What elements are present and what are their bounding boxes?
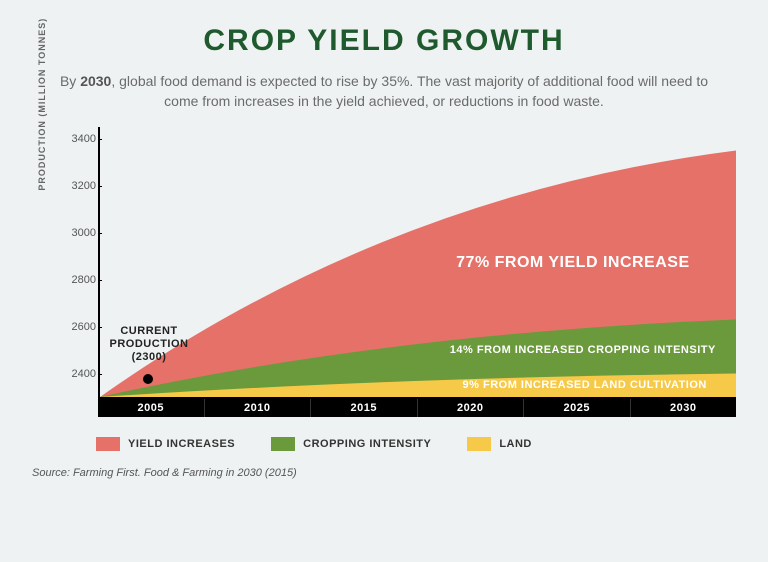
legend-swatch bbox=[271, 437, 295, 451]
x-tick: 2025 bbox=[524, 399, 631, 417]
chart-subtitle: By 2030, global food demand is expected … bbox=[32, 72, 736, 111]
chart-title: CROP YIELD GROWTH bbox=[32, 24, 736, 58]
subtitle-before: By bbox=[60, 73, 80, 89]
plot-region: 24002600280030003200340077% FROM YIELD I… bbox=[98, 127, 736, 399]
y-tick: 3200 bbox=[62, 180, 96, 192]
y-tick: 3000 bbox=[62, 227, 96, 239]
legend-item: LAND bbox=[467, 437, 532, 451]
annotation: 14% FROM INCREASED CROPPING INTENSITY bbox=[450, 344, 716, 356]
y-tick: 2400 bbox=[62, 368, 96, 380]
x-tick: 2015 bbox=[311, 399, 418, 417]
current-production-dot bbox=[143, 374, 153, 384]
x-tick: 2030 bbox=[631, 399, 737, 417]
legend-item: YIELD INCREASES bbox=[96, 437, 235, 451]
y-tick: 3400 bbox=[62, 133, 96, 145]
y-tick: 2800 bbox=[62, 274, 96, 286]
legend-label: YIELD INCREASES bbox=[128, 438, 235, 450]
subtitle-after: , global food demand is expected to rise… bbox=[111, 73, 708, 109]
legend-swatch bbox=[96, 437, 120, 451]
y-axis-label: PRODUCTION (MILLION TONNES) bbox=[37, 18, 47, 191]
subtitle-year: 2030 bbox=[80, 73, 111, 89]
legend-label: CROPPING INTENSITY bbox=[303, 438, 431, 450]
x-tick: 2020 bbox=[418, 399, 525, 417]
legend: YIELD INCREASES CROPPING INTENSITY LAND bbox=[96, 437, 736, 451]
y-tick: 2600 bbox=[62, 321, 96, 333]
current-production-label: CURRENTPRODUCTION(2300) bbox=[110, 325, 189, 365]
x-tick: 2010 bbox=[205, 399, 312, 417]
source-citation: Source: Farming First. Food & Farming in… bbox=[32, 467, 736, 479]
x-tick: 2005 bbox=[98, 399, 205, 417]
legend-swatch bbox=[467, 437, 491, 451]
x-axis: 200520102015202020252030 bbox=[98, 399, 736, 417]
legend-item: CROPPING INTENSITY bbox=[271, 437, 431, 451]
annotation: 77% FROM YIELD INCREASE bbox=[456, 254, 689, 272]
annotation: 9% FROM INCREASED LAND CULTIVATION bbox=[463, 379, 707, 391]
legend-label: LAND bbox=[499, 438, 532, 450]
chart-area: PRODUCTION (MILLION TONNES) 240026002800… bbox=[60, 127, 736, 417]
